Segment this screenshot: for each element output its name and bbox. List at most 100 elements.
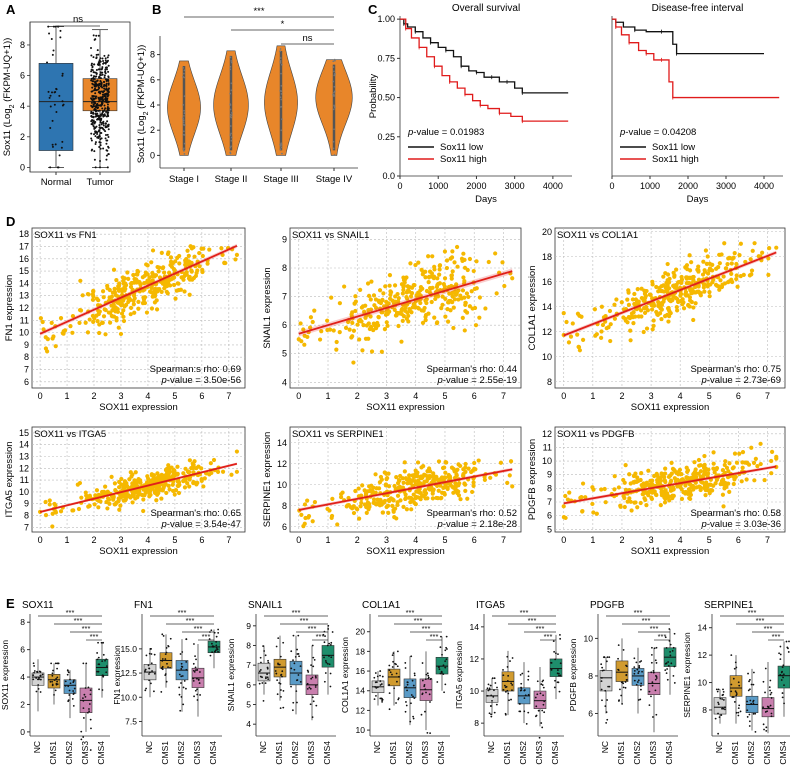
data-point (333, 85, 336, 88)
data-point (495, 703, 498, 706)
data-point (730, 683, 733, 686)
scatter-point (411, 483, 416, 488)
scatter-point (698, 469, 704, 474)
data-point (732, 696, 735, 699)
y-axis-label: FN1 expression (112, 645, 122, 705)
data-point (444, 666, 447, 669)
scatter-point (172, 473, 178, 478)
scatter-point (376, 315, 381, 320)
scatter-point (702, 282, 707, 287)
data-point (104, 130, 107, 133)
data-point (314, 686, 317, 688)
scatter-point (357, 337, 362, 342)
y-tick-label: 10 (542, 352, 552, 362)
y-tick-label: 12 (542, 327, 552, 337)
scatter-point (662, 495, 667, 500)
data-point (782, 676, 784, 679)
scatter-point (717, 287, 722, 292)
scatter-point (337, 301, 342, 306)
data-point (196, 699, 199, 701)
data-point (722, 688, 724, 691)
scatter-point (470, 489, 475, 495)
data-point (654, 689, 657, 692)
scatter-point (689, 299, 694, 305)
data-point (635, 661, 638, 664)
scatter-point (386, 471, 391, 476)
data-point (93, 84, 96, 87)
scatter-point (205, 261, 210, 266)
data-point (520, 687, 523, 689)
y-tick-label: 15 (19, 428, 29, 438)
scatter-point (185, 248, 190, 253)
data-point (605, 721, 608, 724)
scatter-point (358, 504, 363, 509)
scatter-point (627, 496, 632, 501)
scatter-point (643, 293, 648, 299)
data-point (229, 125, 232, 127)
scatter-point (510, 276, 515, 281)
scatter-point (152, 490, 158, 495)
scatter-point (398, 473, 403, 479)
scatter-point (131, 272, 136, 278)
scatter-point (331, 328, 336, 333)
x-axis-label: SOX11 expression (366, 402, 445, 413)
scatter-point (394, 310, 400, 316)
data-point (638, 670, 640, 673)
x-tick-label: CMS4 (778, 741, 788, 765)
significance-label: *** (300, 616, 309, 625)
data-point (101, 109, 104, 112)
scatter-point (308, 325, 313, 330)
data-point (160, 667, 163, 670)
scatter-point (100, 289, 106, 294)
scatter-point (136, 299, 141, 304)
data-point (375, 681, 378, 684)
scatter-point (51, 334, 56, 339)
data-point (421, 662, 424, 664)
scatter-point (463, 461, 468, 467)
scatter-point (676, 280, 681, 285)
data-point (102, 60, 105, 63)
data-point (82, 736, 85, 738)
scatter-point (631, 310, 636, 315)
scatter-point (408, 294, 414, 299)
data-point (277, 663, 280, 666)
data-point (104, 88, 107, 91)
data-point (322, 633, 325, 636)
scatter-point (387, 309, 392, 314)
data-point (279, 106, 282, 108)
data-point (182, 66, 185, 69)
scatter-point (666, 305, 671, 311)
scatter-point (666, 296, 671, 301)
scatter-point (434, 495, 439, 501)
scatter-point (90, 292, 95, 297)
data-point (748, 680, 750, 683)
significance-label: * (281, 19, 285, 30)
scatter-point (666, 319, 671, 324)
data-point (333, 154, 336, 156)
scatter-point (437, 263, 442, 269)
scatter-point (103, 307, 108, 313)
x-tick-label: NC (258, 741, 268, 753)
data-point (153, 672, 156, 675)
scatter-point (576, 344, 581, 349)
data-point (735, 691, 738, 694)
x-tick-label: CMS4 (208, 741, 218, 765)
scatter-point (149, 260, 154, 265)
scatter-point (442, 276, 448, 281)
scatter-point (502, 283, 507, 289)
data-point (673, 632, 676, 635)
scatter-point (172, 282, 177, 288)
data-point (105, 139, 108, 142)
scatter-point (668, 473, 673, 478)
data-point (96, 132, 99, 135)
scatter-point (391, 498, 396, 503)
scatter-point (382, 327, 388, 332)
scatter-point (646, 468, 651, 473)
data-point (145, 654, 148, 657)
data-point (329, 672, 332, 675)
scatter-point (117, 281, 122, 286)
panel-label-c: C (368, 2, 378, 17)
scatter-point (691, 305, 696, 310)
